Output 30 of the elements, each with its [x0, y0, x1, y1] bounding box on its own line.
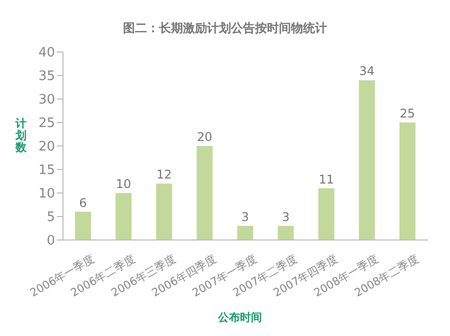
- bar: [116, 193, 132, 240]
- data-label: 3: [241, 210, 250, 224]
- y-tick-label: 30: [38, 92, 55, 108]
- x-axis-title: 公布时间: [216, 310, 263, 325]
- y-tick-label: 35: [38, 69, 55, 84]
- y-tick-label: 25: [38, 116, 55, 132]
- y-axis-title: 计划数: [14, 117, 28, 154]
- data-label: 3: [282, 210, 290, 224]
- y-tick-label: 40: [38, 46, 55, 61]
- bar: [318, 188, 334, 240]
- bar: [358, 80, 375, 240]
- bar: [75, 212, 91, 240]
- data-label: 34: [359, 64, 375, 78]
- y-tick-label: 15: [38, 163, 55, 178]
- bar: [237, 226, 254, 240]
- data-label: 10: [116, 177, 132, 191]
- data-label: 25: [400, 106, 416, 120]
- y-tick-label: 0: [46, 234, 55, 249]
- y-tick-label: 20: [38, 140, 55, 155]
- y-tick-label: 10: [38, 186, 55, 202]
- bar: [196, 146, 213, 240]
- chart-title: 图二：长期激励计划公告按时间物统计: [122, 20, 328, 37]
- y-tick-label: 5: [46, 210, 55, 226]
- data-label: 11: [318, 172, 334, 186]
- data-label: 6: [79, 196, 87, 210]
- data-label: 12: [156, 168, 172, 182]
- bar: [278, 226, 294, 240]
- bar: [399, 122, 416, 240]
- bar: [156, 184, 172, 240]
- data-label: 20: [197, 130, 212, 144]
